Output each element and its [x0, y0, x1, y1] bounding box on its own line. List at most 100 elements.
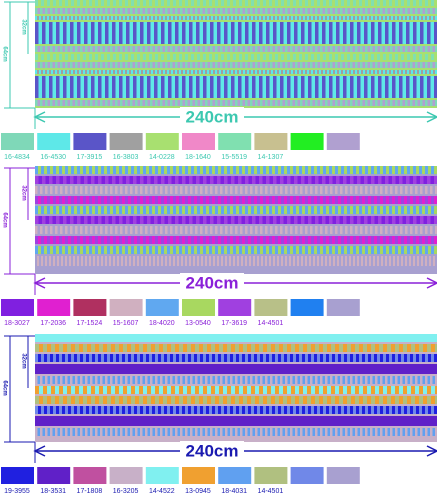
swatch-code: 17-1808	[77, 488, 103, 495]
half-height-label: 32cm	[20, 185, 26, 200]
arrow-head	[33, 445, 46, 457]
swatch	[145, 299, 179, 316]
fabric-band	[35, 334, 437, 342]
swatch	[182, 299, 215, 316]
height-label: 64cm	[1, 46, 7, 61]
swatch-code: 18-3027	[4, 320, 30, 327]
swatch-code: 18-1640	[185, 154, 211, 161]
half-height-label: 32cm	[20, 19, 26, 34]
fabric-band	[35, 416, 437, 426]
fabric-band	[35, 396, 437, 404]
swatch-code: 17-2036	[40, 320, 66, 327]
panel: 64cm 32cm 240cm 19-3955 18-3531 17-1808 16-320…	[1, 334, 437, 495]
swatch-code: 16-4530	[40, 154, 66, 161]
panel: 64cm 32cm 240cm 16-4834 16-4530 17-3915 16-380…	[1, 0, 437, 161]
swatch	[182, 133, 215, 150]
fabric-band	[35, 176, 437, 184]
fabric-band	[35, 236, 437, 244]
fabric-band	[35, 186, 437, 194]
label-bg	[180, 441, 244, 461]
fabric-band	[35, 54, 437, 60]
swatch	[218, 467, 252, 484]
fabric-band	[35, 16, 437, 20]
fabric-band	[35, 376, 437, 384]
swatch-code: 13-0540	[185, 320, 211, 327]
swatch-code: 17-1524	[77, 320, 103, 327]
fabric-band	[35, 8, 437, 14]
fabric-band	[35, 216, 437, 224]
swatch	[182, 467, 215, 484]
arrow-head	[426, 445, 437, 457]
width-label: 240cm	[186, 441, 239, 460]
swatch-code: 17-3619	[221, 320, 247, 327]
fabric-band	[35, 386, 437, 394]
arrow-head	[33, 277, 46, 289]
swatch-code: 18-3531	[40, 488, 66, 495]
fabric-band	[35, 62, 437, 68]
fabric-band	[35, 70, 437, 74]
swatch	[254, 133, 288, 150]
swatch	[254, 299, 288, 316]
height-label: 64cm	[1, 212, 7, 227]
swatch-code: 14-0228	[149, 154, 175, 161]
swatch	[109, 133, 143, 150]
label-bg	[180, 273, 244, 293]
fabric-band	[35, 100, 437, 106]
swatch	[37, 299, 71, 316]
swatch	[218, 299, 252, 316]
swatch	[109, 299, 143, 316]
fabric-band	[35, 196, 437, 204]
swatch-code: 15-1607	[113, 320, 139, 327]
fabric-band	[35, 46, 437, 52]
fabric-band	[35, 428, 437, 436]
swatch	[290, 299, 324, 316]
fabric-band	[35, 246, 437, 254]
height-label: 64cm	[1, 380, 7, 395]
swatch	[326, 299, 360, 316]
swatch-code: 19-3955	[4, 488, 30, 495]
swatch	[326, 467, 360, 484]
swatch	[109, 467, 143, 484]
swatch-code: 13-0945	[185, 488, 211, 495]
swatch	[145, 467, 179, 484]
swatch-code: 18-4020	[149, 320, 175, 327]
swatch-code: 14-4501	[258, 488, 284, 495]
swatch-code: 18-4031	[221, 488, 247, 495]
arrow-head	[426, 277, 437, 289]
fabric-band	[35, 206, 437, 214]
swatch-code: 16-3205	[113, 488, 139, 495]
fabric-band	[35, 364, 437, 374]
fabric-band	[35, 76, 437, 98]
fabric-band	[35, 354, 437, 362]
label-bg	[180, 107, 244, 127]
swatch	[73, 133, 107, 150]
swatch	[1, 299, 34, 316]
panel: 64cm 32cm 240cm 18-3027 17-2036 17-1524 15-160…	[1, 166, 437, 327]
swatch-code: 15-5519	[221, 154, 247, 161]
fabric-band	[35, 166, 437, 174]
fabric-band	[35, 406, 437, 414]
swatch	[290, 467, 324, 484]
swatch	[290, 133, 324, 150]
swatch-code: 14-4522	[149, 488, 175, 495]
swatch	[254, 467, 288, 484]
swatch	[218, 133, 252, 150]
fabric-band	[35, 344, 437, 352]
fabric-band	[35, 256, 437, 266]
swatch	[1, 133, 34, 150]
swatch	[145, 133, 179, 150]
width-label: 240cm	[186, 273, 239, 292]
swatch	[1, 467, 34, 484]
swatch	[326, 133, 360, 150]
swatch	[73, 299, 107, 316]
fabric-band	[35, 22, 437, 44]
arrow-head	[33, 111, 46, 123]
swatch-code: 17-3915	[77, 154, 103, 161]
swatch	[73, 467, 107, 484]
swatch	[37, 133, 71, 150]
fabric-band	[35, 226, 437, 234]
width-label: 240cm	[186, 107, 239, 126]
swatch-code: 16-3803	[113, 154, 139, 161]
fabric-band	[35, 0, 437, 6]
